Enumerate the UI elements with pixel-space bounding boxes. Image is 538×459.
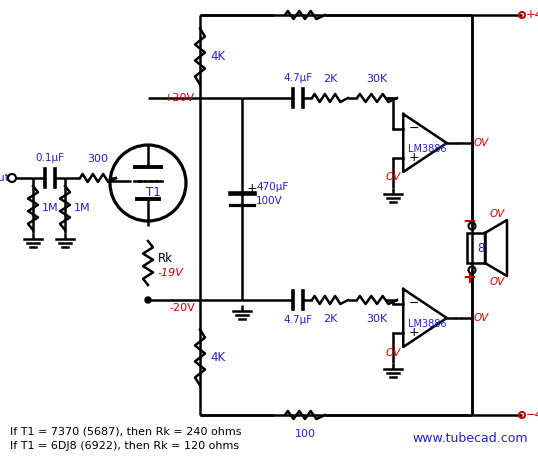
Text: T1: T1 xyxy=(146,186,160,199)
Text: +: + xyxy=(408,326,419,339)
Text: −40V: −40V xyxy=(526,409,538,421)
Text: 100: 100 xyxy=(294,429,315,439)
Text: 0.1μF: 0.1μF xyxy=(36,153,65,163)
Text: −: − xyxy=(408,122,419,135)
Text: Rk: Rk xyxy=(158,252,173,265)
Text: 4K: 4K xyxy=(210,50,225,63)
Text: LM3886: LM3886 xyxy=(408,319,446,329)
Text: −: − xyxy=(408,297,419,310)
Text: If T1 = 6DJ8 (6922), then Rk = 120 ohms: If T1 = 6DJ8 (6922), then Rk = 120 ohms xyxy=(10,441,239,451)
Text: OV: OV xyxy=(474,138,489,148)
Text: OV: OV xyxy=(474,313,489,323)
Text: 100: 100 xyxy=(294,0,315,1)
Text: OV: OV xyxy=(490,209,505,219)
Text: 2K: 2K xyxy=(323,74,337,84)
Text: 8: 8 xyxy=(477,241,484,254)
Text: 470μF: 470μF xyxy=(256,182,288,192)
Text: +: + xyxy=(462,269,476,287)
Text: 30K: 30K xyxy=(366,314,387,324)
Text: OV: OV xyxy=(490,277,505,287)
Text: +40V: +40V xyxy=(526,9,538,22)
Text: -19V: -19V xyxy=(158,268,184,278)
Text: 1M: 1M xyxy=(42,203,59,213)
Text: 4.7μF: 4.7μF xyxy=(284,73,313,83)
Text: OV: OV xyxy=(385,347,400,358)
Text: 4.7μF: 4.7μF xyxy=(284,315,313,325)
Text: +: + xyxy=(408,151,419,164)
Bar xyxy=(467,233,485,263)
Text: If T1 = 7370 (5687), then Rk = 240 ohms: If T1 = 7370 (5687), then Rk = 240 ohms xyxy=(10,427,242,437)
Text: -20V: -20V xyxy=(169,303,195,313)
Text: 30K: 30K xyxy=(366,74,387,84)
Text: −: − xyxy=(462,211,476,229)
Text: LM3886: LM3886 xyxy=(408,144,446,154)
Text: +: + xyxy=(247,183,258,196)
Text: +20V: +20V xyxy=(164,93,195,103)
Text: 2K: 2K xyxy=(323,314,337,324)
Circle shape xyxy=(145,297,151,303)
Text: www.tubecad.com: www.tubecad.com xyxy=(413,432,528,446)
Text: 300: 300 xyxy=(88,154,109,164)
Text: 4K: 4K xyxy=(210,351,225,364)
Text: 1M: 1M xyxy=(74,203,90,213)
Text: 100V: 100V xyxy=(256,196,283,206)
Text: +input: +input xyxy=(0,173,10,183)
Text: OV: OV xyxy=(385,173,400,183)
